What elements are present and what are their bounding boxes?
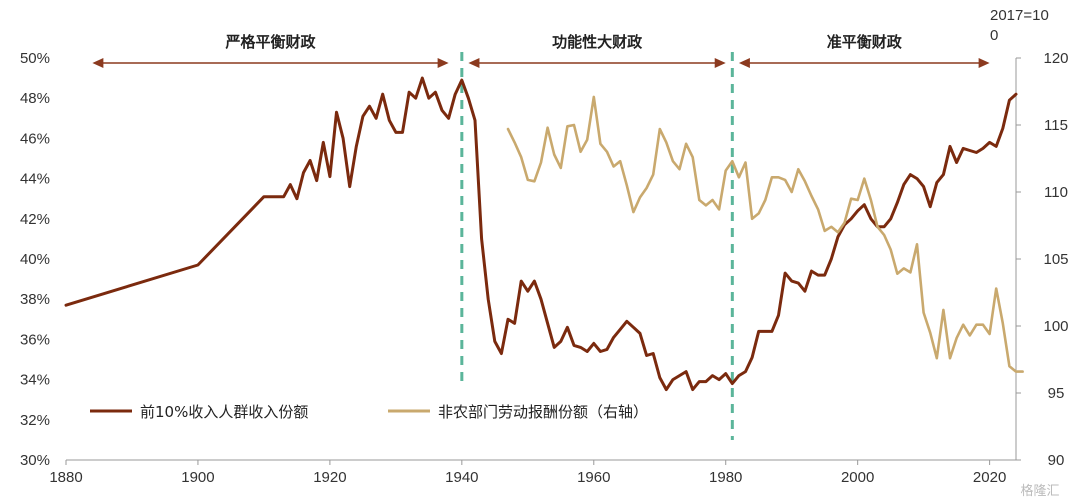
- y-right-tick-label: 110: [1044, 184, 1068, 201]
- y-left-tick-label: 34%: [20, 372, 50, 389]
- phase-arrow-head-right: [978, 58, 990, 68]
- y-left-tick-label: 48%: [20, 90, 50, 107]
- phase-arrow-head-right: [437, 58, 449, 68]
- watermark: 格隆汇: [1020, 483, 1059, 499]
- y-right-tick-label: 100: [1043, 318, 1068, 335]
- x-tick-label: 1900: [181, 469, 214, 486]
- x-tick-label: 2000: [841, 469, 874, 486]
- y-left-tick-label: 44%: [20, 171, 50, 188]
- y-left-tick-label: 30%: [20, 452, 50, 469]
- y-right-tick-label: 90: [1048, 452, 1065, 469]
- y-right-tick-label: 95: [1048, 385, 1065, 402]
- x-tick-label: 1880: [49, 469, 82, 486]
- x-tick-label: 1980: [709, 469, 742, 486]
- x-tick-label: 1960: [577, 469, 610, 486]
- axes: 1880 1900 1920 1940 1960 1980 2000 2020 30% 32% 34…: [20, 7, 1069, 486]
- y-right-tick-label: 120: [1043, 50, 1068, 67]
- y-left-tick-label: 38%: [20, 291, 50, 308]
- phase-arrow-head-right: [714, 58, 726, 68]
- y-left-tick-label: 42%: [20, 211, 50, 228]
- phase-arrow-head-left: [738, 58, 750, 68]
- x-tick-label: 1920: [313, 469, 346, 486]
- phase-label: 严格平衡财政: [225, 33, 317, 51]
- y-right-unit-line2: 0: [990, 27, 998, 44]
- series-lines: [64, 76, 1024, 392]
- x-tick-label: 1940: [445, 469, 478, 486]
- y-right-tick-label: 115: [1044, 117, 1068, 134]
- x-tick-label: 2020: [973, 469, 1006, 486]
- y-left-tick-label: 40%: [20, 251, 50, 268]
- phase-arrow-head-left: [468, 58, 480, 68]
- y-left-tick-label: 32%: [20, 412, 50, 429]
- legend-label: 非农部门劳动报酬份额（右轴）: [438, 403, 648, 421]
- legend-label: 前10%收入人群收入份额: [140, 403, 308, 421]
- y-left-tick-label: 50%: [20, 50, 50, 67]
- y-left-tick-label: 36%: [20, 331, 50, 348]
- series-line-nonfarm-labor-share: [506, 95, 1024, 373]
- phase-label: 准平衡财政: [827, 33, 903, 51]
- phase-annotations: 严格平衡财政 功能性大财政 准平衡财政: [92, 33, 990, 440]
- y-left-tick-label: 46%: [20, 130, 50, 147]
- phase-label: 功能性大财政: [552, 33, 643, 51]
- y-right-unit-line1: 2017=10: [990, 7, 1049, 24]
- watermark-text: 格隆汇: [1020, 483, 1059, 499]
- legend: 前10%收入人群收入份额 非农部门劳动报酬份额（右轴）: [90, 403, 648, 421]
- y-right-tick-label: 105: [1043, 251, 1068, 268]
- series-line-top10-income-share: [64, 76, 1018, 392]
- phase-arrow-head-left: [92, 58, 104, 68]
